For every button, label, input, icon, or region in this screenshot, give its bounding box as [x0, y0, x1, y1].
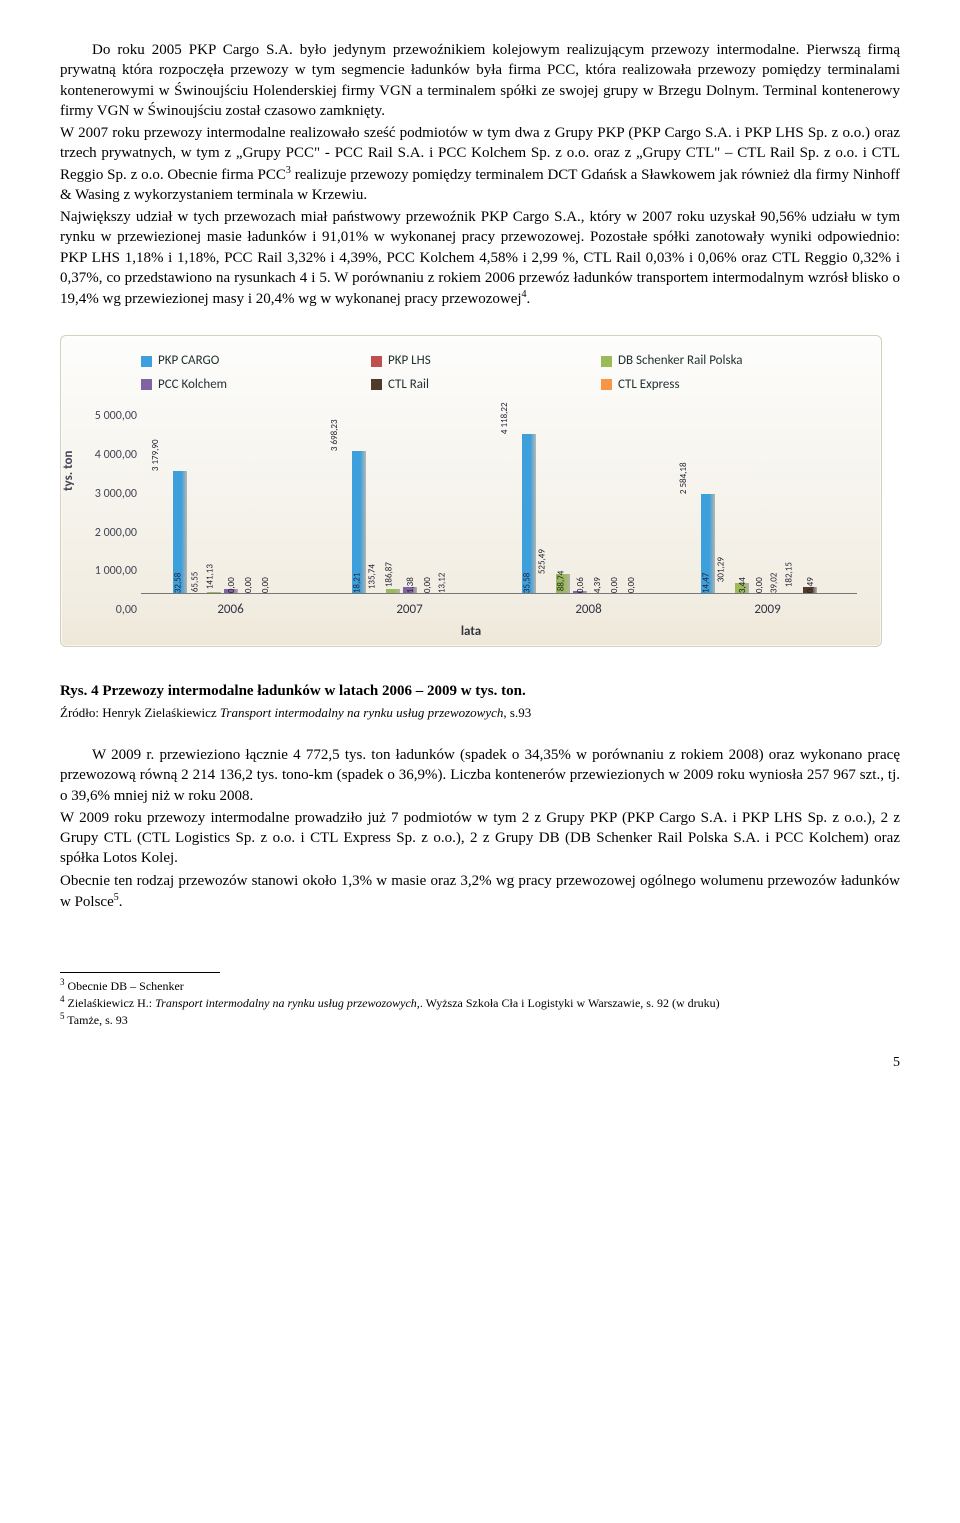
legend-swatch	[371, 356, 382, 367]
legend-swatch	[141, 356, 152, 367]
paragraph-4: W 2009 roku przewozy intermodalne prowad…	[60, 808, 900, 869]
bar-value-label: 525,49	[536, 549, 548, 574]
paragraph-2-end: .	[527, 291, 531, 307]
bar: 4 118,22	[522, 434, 536, 594]
paragraph-5-end: .	[119, 894, 123, 910]
bar-value-label: 135,74	[366, 564, 378, 589]
bar-value-label: 18,21	[351, 573, 363, 594]
x-tick-label: 2007	[396, 601, 422, 619]
bar-value-label: 0,00	[225, 577, 237, 593]
legend-item: CTL Rail	[371, 376, 601, 394]
y-tick-label: 1 000,00	[83, 564, 137, 580]
bar-value-label: 0,00	[754, 577, 766, 593]
bar-value-label: 0,00	[626, 577, 638, 593]
paragraph-1a: Do roku 2005 PKP Cargo S.A. było jedynym…	[60, 40, 900, 121]
bar-value-label: 32,58	[172, 573, 184, 594]
y-tick-label: 2 000,00	[83, 525, 137, 541]
legend-swatch	[601, 379, 612, 390]
footnote-4c: . Wyższa Szkoła Cła i Logistyki w Warsza…	[420, 996, 720, 1010]
paragraph-5-wrap: Obecnie ten rodzaj przewozów stanowi oko…	[60, 871, 900, 913]
figure-source-a: Źródło: Henryk Zielaśkiewicz	[60, 705, 220, 720]
legend-swatch	[601, 356, 612, 367]
footnote-rule	[60, 972, 220, 973]
footnote-5-text: Tamże, s. 93	[67, 1013, 127, 1027]
legend-label: DB Schenker Rail Polska	[618, 352, 743, 370]
legend-item: DB Schenker Rail Polska	[601, 352, 831, 370]
legend-swatch	[141, 379, 152, 390]
legend-item: PKP CARGO	[141, 352, 371, 370]
x-tick-label: 2008	[575, 601, 601, 619]
footnote-4a: Zielaśkiewicz H.:	[68, 996, 156, 1010]
legend-label: CTL Rail	[388, 376, 429, 394]
bar-value-label: 3 698,23	[329, 419, 341, 451]
legend-item: PCC Kolchem	[141, 376, 371, 394]
y-tick-label: 0,00	[83, 602, 137, 618]
footnote-4b: Transport intermodalny na rynku usług pr…	[155, 996, 420, 1010]
bar-value-label: 0,49	[805, 577, 817, 593]
y-tick-label: 5 000,00	[83, 408, 137, 424]
paragraph-5: Obecnie ten rodzaj przewozów stanowi oko…	[60, 873, 900, 910]
bar-value-label: 0,06	[575, 577, 587, 593]
bar-value-label: 3,44	[737, 577, 749, 593]
chart-legend: PKP CARGO PKP LHS DB Schenker Rail Polska P…	[141, 352, 831, 393]
bar-value-label: 35,58	[522, 572, 534, 593]
x-axis-line	[141, 593, 857, 594]
footnote-3-text: Obecnie DB – Schenker	[68, 979, 184, 993]
y-tick-label: 3 000,00	[83, 486, 137, 502]
bar-value-label: 301,29	[715, 558, 727, 583]
bar-value-label: 0,00	[421, 577, 433, 593]
bar-group: 4 118,2235,58525,49 88,74 0,06 4,39 0,00 0,00	[522, 434, 655, 594]
bar-value-label: 141,13	[204, 564, 216, 589]
figure-source: Źródło: Henryk Zielaśkiewicz Transport i…	[60, 704, 900, 722]
legend-item: CTL Express	[601, 376, 831, 394]
legend-label: PKP CARGO	[158, 352, 219, 370]
legend-item: PKP LHS	[371, 352, 601, 370]
bar-value-label: 39,02	[769, 572, 781, 593]
y-axis-title: tys. ton	[60, 451, 78, 492]
bar-value-label: 4,39	[592, 577, 604, 593]
figure-source-b: Transport intermodalny na rynku usług pr…	[220, 705, 503, 720]
x-tick-label: 2006	[217, 601, 243, 619]
bar-value-label: 88,74	[556, 570, 568, 591]
legend-label: CTL Express	[618, 376, 680, 394]
bar-value-label: 4 118,22	[499, 403, 511, 435]
bar-value-label: 65,55	[189, 571, 201, 592]
bar-value-label: 3 179,90	[150, 439, 162, 471]
paragraph-1b-wrap: W 2007 roku przewozy intermodalne realiz…	[60, 123, 900, 205]
paragraph-2: Największy udział w tych przewozach miał…	[60, 209, 900, 307]
chart-container: PKP CARGO PKP LHS DB Schenker Rail Polska P…	[60, 335, 882, 647]
paragraph-2-wrap: Największy udział w tych przewozach miał…	[60, 207, 900, 309]
x-tick-label: 2009	[754, 601, 780, 619]
bar-value-label: 13,12	[436, 573, 448, 594]
bar-value-label: 14,47	[701, 573, 713, 594]
figure-title: Rys. 4 Przewozy intermodalne ładunków w …	[60, 681, 900, 701]
footnote-4: 4 Zielaśkiewicz H.: Transport intermodal…	[60, 994, 900, 1011]
x-axis-title: lata	[461, 623, 481, 641]
legend-swatch	[371, 379, 382, 390]
bar-group: 2 584,1814,47301,293,440,0039,02182,150,…	[701, 494, 834, 594]
bar-value-label: 0,00	[609, 577, 621, 593]
chart-plot-area: 3 179,90 32,58 65,55141,13 0,00 0,00 0,00 3 69…	[141, 400, 857, 594]
bar-group: 3 179,9032,5865,55141,130,000,000,00	[173, 471, 289, 594]
figure-source-c: , s.93	[503, 705, 531, 720]
bar-value-label: 0,00	[259, 577, 271, 593]
footnote-3: 3 Obecnie DB – Schenker	[60, 977, 900, 994]
bar-value-label: 1,38	[404, 577, 416, 593]
legend-label: PKP LHS	[388, 352, 431, 370]
bar-group: 3 698,2318,21135,74186,871,380,0013,12	[352, 451, 468, 594]
bar-value-label: 2 584,18	[678, 462, 690, 494]
page-number: 5	[60, 1054, 900, 1073]
footnotes: 3 Obecnie DB – Schenker 4 Zielaśkiewicz …	[60, 977, 900, 1028]
legend-label: PCC Kolchem	[158, 376, 227, 394]
bar-value-label: 0,00	[242, 577, 254, 593]
bar-value-label: 182,15	[783, 562, 795, 587]
bar-value-label: 186,87	[383, 562, 395, 587]
footnote-5: 5 Tamże, s. 93	[60, 1011, 900, 1028]
y-tick-label: 4 000,00	[83, 447, 137, 463]
paragraph-3: W 2009 r. przewieziono łącznie 4 772,5 t…	[60, 745, 900, 806]
